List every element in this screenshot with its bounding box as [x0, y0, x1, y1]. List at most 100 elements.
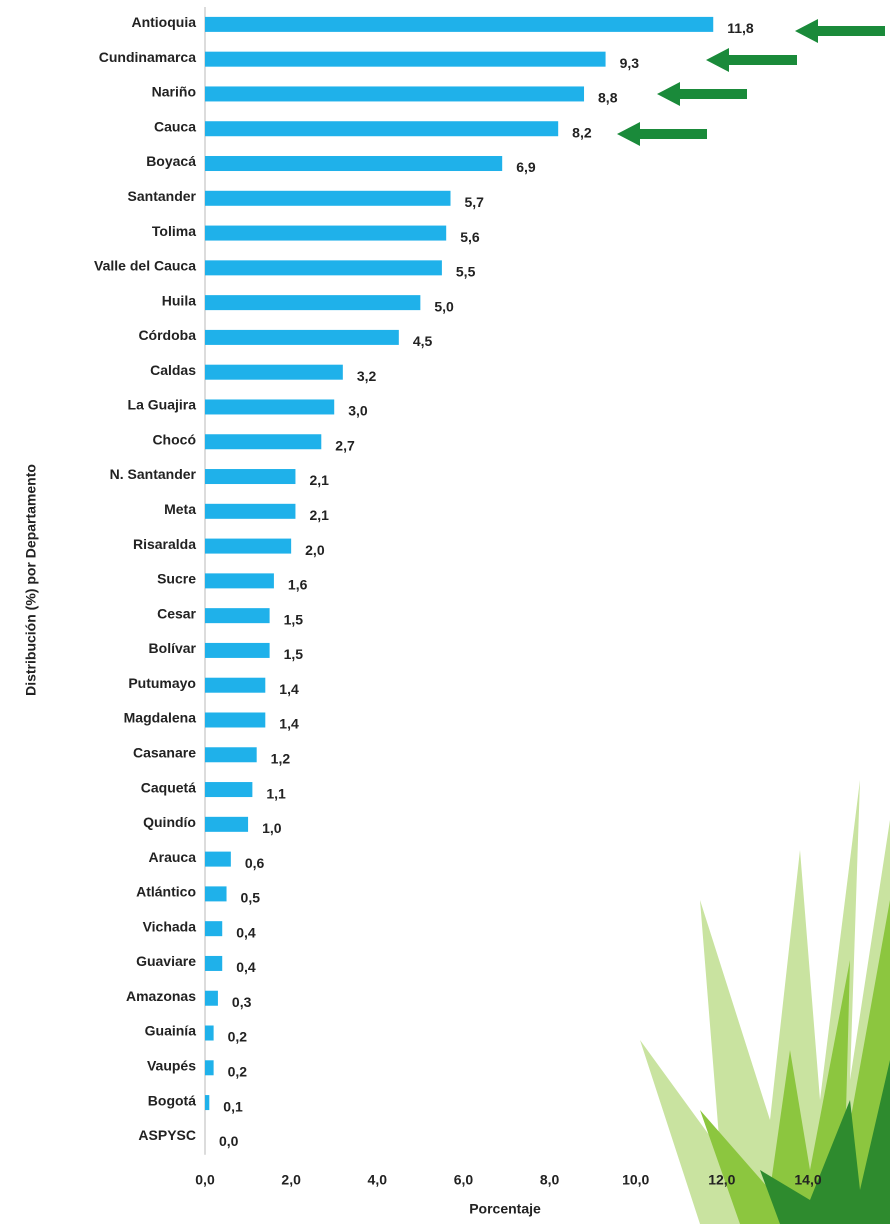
bar: [205, 295, 421, 311]
value-label: 8,2: [572, 124, 592, 140]
y-tick-label: Cesar: [157, 605, 196, 621]
y-tick-label: Valle del Cauca: [94, 258, 196, 274]
x-tick-label: 14,0: [794, 1171, 821, 1187]
bar: [205, 851, 231, 867]
bar: [205, 86, 585, 102]
value-label: 1,4: [279, 716, 299, 732]
value-label: 1,5: [284, 646, 304, 662]
y-tick-label: ASPYSC: [138, 1127, 196, 1143]
y-tick-label: Bolívar: [149, 640, 197, 656]
value-label: 0,4: [236, 924, 256, 940]
value-label: 0,1: [223, 1098, 243, 1114]
bar: [205, 364, 343, 380]
bar: [205, 921, 223, 937]
bar: [205, 955, 223, 971]
bar: [205, 886, 227, 902]
value-label: 2,0: [305, 542, 325, 558]
x-tick-label: 6,0: [454, 1171, 474, 1187]
value-label: 1,0: [262, 820, 282, 836]
value-label: 8,8: [598, 90, 618, 106]
y-tick-label: Córdoba: [138, 327, 196, 343]
x-tick-label: 10,0: [622, 1171, 649, 1187]
bar: [205, 51, 606, 67]
y-tick-label: Santander: [128, 188, 197, 204]
y-tick-label: Caquetá: [141, 779, 196, 795]
value-label: 5,5: [456, 264, 476, 280]
y-tick-label: Cauca: [154, 118, 196, 134]
x-tick-label: 8,0: [540, 1171, 560, 1187]
y-tick-label: Caldas: [150, 362, 196, 378]
y-tick-label: Chocó: [152, 431, 196, 447]
bar: [205, 503, 296, 519]
x-tick-label: 4,0: [368, 1171, 388, 1187]
bar: [205, 1095, 210, 1111]
value-label: 5,0: [434, 298, 454, 314]
value-label: 11,8: [727, 20, 754, 36]
value-label: 4,5: [413, 333, 433, 349]
bar: [205, 747, 257, 763]
bar: [205, 16, 714, 32]
arrows: [617, 19, 885, 146]
bar: [205, 190, 451, 206]
bar: [205, 990, 218, 1006]
bar: [205, 121, 559, 137]
y-tick-label: Guaviare: [136, 953, 196, 969]
y-tick-label: N. Santander: [110, 466, 197, 482]
y-tick-label: Sucre: [157, 571, 196, 587]
bar: [205, 608, 270, 624]
y-tick-label: Vichada: [143, 918, 197, 934]
x-tick-label: 0,0: [195, 1171, 215, 1187]
value-label: 0,3: [232, 994, 252, 1010]
bar: [205, 399, 335, 415]
value-label: 5,6: [460, 229, 480, 245]
y-axis-label: Distribución (%) por Departamento: [23, 464, 39, 696]
value-label: 1,1: [266, 785, 286, 801]
y-tick-label: Meta: [164, 501, 196, 517]
y-tick-label: Risaralda: [133, 536, 196, 552]
value-label: 0,2: [228, 1063, 248, 1079]
value-label: 3,2: [357, 368, 377, 384]
grass-decoration: [640, 780, 890, 1224]
y-tick-label: Huila: [162, 292, 196, 308]
value-label: 0,4: [236, 959, 256, 975]
y-tick-label: Cundinamarca: [99, 49, 196, 65]
value-label: 1,2: [271, 750, 291, 766]
value-label: 0,6: [245, 855, 265, 871]
value-label: 2,1: [309, 472, 329, 488]
value-label: 2,1: [309, 507, 329, 523]
y-tick-label: Quindío: [143, 814, 196, 830]
value-label: 2,7: [335, 437, 355, 453]
value-label: 1,5: [284, 611, 304, 627]
y-tick-label: Boyacá: [146, 153, 196, 169]
bar: [205, 434, 322, 450]
bar: [205, 712, 266, 728]
bar: [205, 260, 442, 276]
y-tick-label: Casanare: [133, 744, 196, 760]
bar: [205, 538, 292, 554]
x-tick-label: 2,0: [281, 1171, 301, 1187]
y-tick-label: Guainía: [145, 1023, 197, 1039]
y-tick-label: Antioquia: [131, 14, 196, 30]
y-tick-label: Vaupés: [147, 1057, 196, 1073]
value-label: 0,5: [241, 890, 261, 906]
bar: [205, 573, 274, 589]
value-label: 9,3: [620, 55, 640, 71]
bar: [205, 225, 447, 241]
y-tick-label: Bogotá: [148, 1092, 196, 1108]
bar: [205, 1060, 214, 1076]
y-tick-label: Putumayo: [128, 675, 196, 691]
bar: [205, 782, 253, 798]
y-tick-label: Tolima: [152, 223, 196, 239]
bar: [205, 1025, 214, 1041]
bar: [205, 816, 249, 832]
value-label: 6,9: [516, 159, 536, 175]
value-label: 0,0: [219, 1133, 239, 1149]
bar: [205, 677, 266, 693]
value-label: 1,6: [288, 577, 308, 593]
value-label: 1,4: [279, 681, 299, 697]
bar: [205, 469, 296, 485]
value-label: 0,2: [228, 1029, 248, 1045]
x-axis-label: Porcentaje: [469, 1201, 541, 1217]
x-tick-label: 12,0: [708, 1171, 735, 1187]
value-label: 3,0: [348, 403, 368, 419]
